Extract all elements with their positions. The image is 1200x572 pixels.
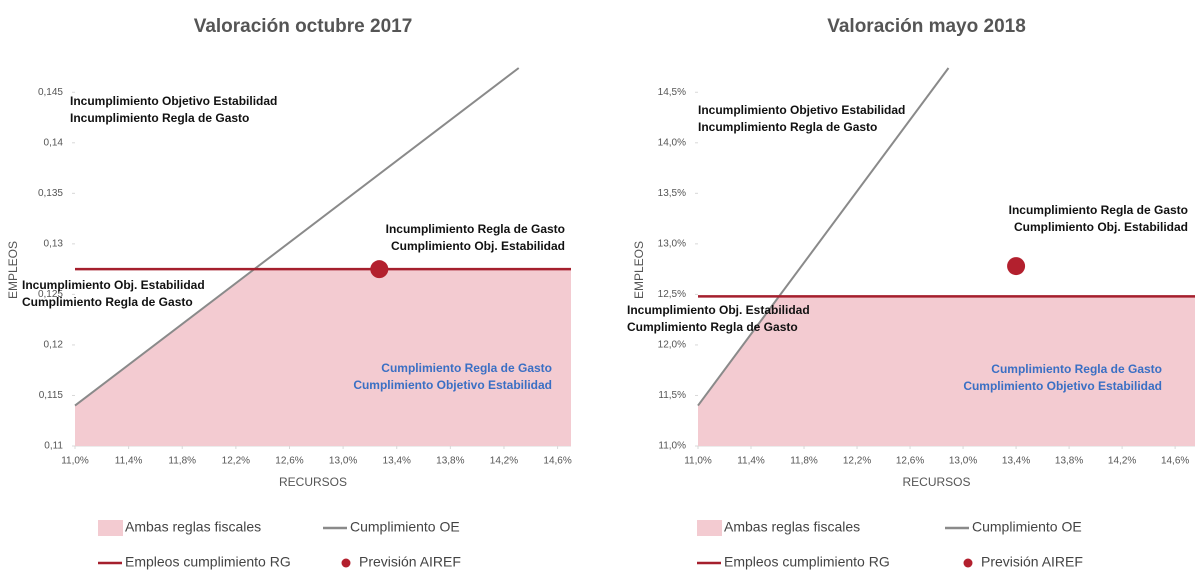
x-tick-label: 11,8% [790,456,818,467]
annotation: Incumplimiento Regla de Gasto [70,111,249,125]
x-tick-label: 12,2% [222,456,250,467]
legend-swatch [963,558,973,568]
chart-title: Valoración mayo 2018 [827,16,1026,37]
legend-label: Ambas reglas fiscales [724,519,860,535]
x-tick-label: 11,4% [737,456,765,467]
x-tick-label: 13,8% [1055,456,1083,467]
area [75,269,571,446]
x-axis-label: RECURSOS [902,475,970,489]
line [697,67,950,407]
legend-label: Cumplimiento OE [350,519,460,535]
annotation: Incumplimiento Obj. Estabilidad [22,278,205,292]
x-tick-label: 11,4% [115,456,143,467]
legend-label: Empleos cumplimiento RG [125,554,291,570]
area [698,296,1195,446]
x-tick-label: 13,0% [329,456,357,467]
y-axis-label: EMPLEOS [6,241,20,299]
chart-title: Valoración octubre 2017 [194,16,413,37]
x-tick-label: 11,8% [168,456,196,467]
legend-swatch [98,520,123,536]
y-axis-label: EMPLEOS [632,241,646,299]
y-tick-label: 13,5% [658,188,686,199]
x-axis-label: RECURSOS [279,475,347,489]
point [1007,257,1026,276]
x-tick-label: 11,0% [684,456,712,467]
x-tick-label: 13,4% [1002,456,1030,467]
y-tick-label: 0,14 [44,137,64,148]
y-tick-label: 11,0% [658,441,686,452]
annotation: Incumplimiento Objetivo Estabilidad [698,103,905,117]
x-tick-label: 14,2% [490,456,518,467]
y-tick-label: 0,115 [39,390,64,401]
legend-label: Previsión AIREF [359,554,461,570]
x-tick-label: 12,6% [275,456,303,467]
y-tick-label: 11,5% [658,390,686,401]
x-tick-label: 14,6% [1161,456,1189,467]
y-tick-label: 0,13 [44,239,64,250]
annotation: Cumplimiento Regla de Gasto [991,362,1162,376]
y-tick-label: 0,12 [44,340,64,351]
annotation: Cumplimiento Regla de Gasto [381,361,552,375]
legend-label: Cumplimiento OE [972,519,1082,535]
y-tick-label: 0,11 [44,441,63,452]
x-tick-label: 11,0% [61,456,89,467]
x-tick-label: 13,8% [436,456,464,467]
annotation: Incumplimiento Regla de Gasto [1009,203,1188,217]
legend-swatch [341,558,351,568]
y-tick-label: 0,145 [38,87,63,98]
annotation: Incumplimiento Obj. Estabilidad [627,303,810,317]
x-tick-label: 13,0% [949,456,977,467]
x-tick-label: 12,6% [896,456,924,467]
annotation: Cumplimiento Regla de Gasto [22,295,193,309]
annotation: Cumplimiento Objetivo Estabilidad [353,378,552,392]
point [370,260,389,279]
annotation: Cumplimiento Objetivo Estabilidad [963,379,1162,393]
legend-swatch [697,520,722,536]
annotation: Incumplimiento Objetivo Estabilidad [70,94,277,108]
y-tick-label: 12,5% [658,289,686,300]
x-tick-label: 12,2% [843,456,871,467]
x-tick-label: 13,4% [383,456,411,467]
legend-label: Empleos cumplimiento RG [724,554,890,570]
y-tick-label: 0,135 [38,188,63,199]
x-tick-label: 14,6% [543,456,571,467]
annotation: Cumplimiento Obj. Estabilidad [1014,220,1188,234]
annotation: Incumplimiento Regla de Gasto [698,120,877,134]
x-tick-label: 14,2% [1108,456,1136,467]
y-tick-label: 14,0% [658,137,686,148]
line [74,67,520,407]
y-tick-label: 13,0% [658,239,686,250]
legend-label: Previsión AIREF [981,554,1083,570]
legend-label: Ambas reglas fiscales [125,519,261,535]
annotation: Cumplimiento Obj. Estabilidad [391,239,565,253]
y-tick-label: 14,5% [658,87,686,98]
y-tick-label: 0,125 [38,289,63,300]
annotation: Cumplimiento Regla de Gasto [627,320,798,334]
annotation: Incumplimiento Regla de Gasto [386,222,565,236]
y-tick-label: 12,0% [658,340,686,351]
